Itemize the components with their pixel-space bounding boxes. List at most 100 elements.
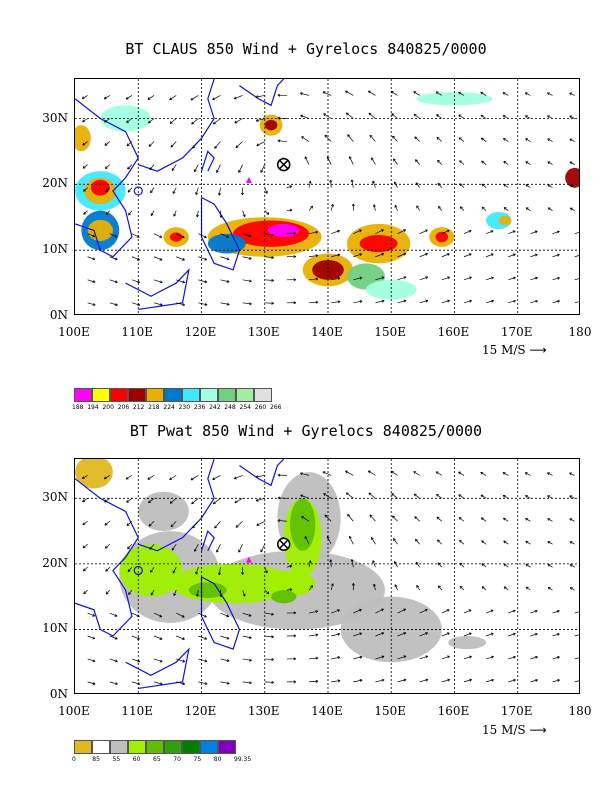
field-shading <box>75 459 487 663</box>
wind-arrow-head <box>557 656 560 659</box>
wind-arrow-head <box>271 257 274 260</box>
wind-arrow-head <box>83 188 85 192</box>
wind-arrow <box>264 256 274 259</box>
wind-arrow <box>436 494 443 499</box>
wind-arrow-head <box>308 180 311 184</box>
wind-arrow-head <box>267 211 270 215</box>
wind-arrow-head <box>502 115 505 118</box>
colorbar-label: 266 <box>270 404 282 411</box>
wind-arrow-head <box>425 609 428 612</box>
wind-arrow-head <box>249 681 252 684</box>
wind-arrow-head <box>92 304 96 306</box>
wind-arrow-head <box>271 303 274 305</box>
wind-arrow-head <box>525 563 528 567</box>
wind-arrow-head <box>381 655 385 657</box>
wind-arrow-head <box>403 608 406 612</box>
wind-arrow-head <box>569 472 572 476</box>
wind-arrow-head <box>413 471 416 474</box>
wind-arrow-head <box>104 143 107 146</box>
wind-arrow-head <box>249 613 252 617</box>
wind-arrow-head <box>513 277 516 280</box>
wind-arrow <box>570 207 575 211</box>
wind-arrow-head <box>437 182 441 185</box>
wind-arrow-head <box>115 303 118 306</box>
wind-arrow-head <box>137 304 140 307</box>
wind-arrow-head <box>481 540 483 544</box>
wind-arrow-head <box>557 254 560 257</box>
colorbar-label: 60 <box>132 756 141 763</box>
wind-arrow-head <box>103 476 106 479</box>
wind-arrow <box>308 255 318 258</box>
wind-arrow-head <box>293 256 297 259</box>
wind-arrow-head <box>330 559 333 562</box>
wind-arrow-head <box>557 276 560 279</box>
wind-arrow <box>147 95 155 100</box>
colorbar-swatch <box>74 388 92 402</box>
wind-arrow <box>353 609 362 614</box>
wind-arrow <box>530 254 538 258</box>
wind-arrow-head <box>204 659 208 662</box>
wind-arrow-head <box>277 117 281 120</box>
wind-arrow-head <box>324 514 328 516</box>
wind-arrow-head <box>83 190 86 192</box>
wind-arrow-head <box>382 656 385 659</box>
wind-arrow-head <box>359 679 363 682</box>
wind-arrow <box>173 210 177 217</box>
wind-arrow-head <box>480 472 483 475</box>
wind-arrow-head <box>82 165 85 169</box>
wind-arrow <box>346 492 354 499</box>
wind-arrow <box>264 635 274 638</box>
wind-arrow-head <box>525 541 528 544</box>
lon-tick-label: 180 <box>568 704 592 718</box>
wind-arrow-head <box>216 550 219 553</box>
wind-arrow <box>485 609 494 614</box>
wind-arrow-head <box>513 679 516 682</box>
wind-arrow-head <box>271 659 274 662</box>
wind-arrow-head <box>227 636 230 639</box>
wind-arrow <box>351 179 354 188</box>
wind-arrow-head <box>359 277 363 280</box>
wind-arrow-head <box>332 204 334 207</box>
wind-arrow <box>190 475 199 481</box>
wind-arrow-head <box>460 585 463 588</box>
wind-arrow <box>552 679 560 683</box>
wind-arrow <box>150 210 155 216</box>
wind-arrow-head <box>196 594 200 597</box>
wind-arrow-head <box>172 191 176 194</box>
wind-arrow <box>220 658 230 662</box>
colorbar-swatch <box>92 740 110 754</box>
wind-arrow-head <box>308 560 311 563</box>
wind-arrow-head <box>437 159 440 162</box>
wind-arrow <box>260 164 266 173</box>
wind-arrow-head <box>447 679 450 682</box>
wind-arrow-head <box>491 656 494 659</box>
wind-arrow-head <box>557 656 560 658</box>
wind-arrow-head <box>238 170 241 173</box>
wind-arrow <box>508 656 516 660</box>
wind-arrow-head <box>337 301 341 304</box>
wind-arrow <box>547 115 553 119</box>
wind-arrow-head <box>437 562 439 566</box>
wind-arrow-head <box>437 183 439 186</box>
wind-arrow <box>435 471 443 476</box>
wind-arrow-head <box>160 637 163 640</box>
wind-arrow-head <box>315 679 319 682</box>
wind-arrow-head <box>569 184 572 188</box>
wind-arrow-head <box>425 655 429 659</box>
wind-arrow-head <box>218 572 222 576</box>
wind-arrow-head <box>293 634 297 637</box>
wind-arrow <box>87 612 95 617</box>
wind-arrow-head <box>204 235 207 238</box>
wind-arrow-head <box>337 656 341 658</box>
wind-arrow-head <box>310 560 312 564</box>
wind-arrow-head <box>105 213 109 216</box>
wind-arrow <box>87 658 96 662</box>
wind-arrow-head <box>337 609 340 613</box>
wind-arrow-head <box>579 254 580 255</box>
wind-arrow-head <box>169 500 172 504</box>
wind-arrow-head <box>192 526 196 529</box>
wind-arrow-head <box>349 535 352 538</box>
wind-arrow <box>569 541 575 545</box>
wind-arrow <box>463 300 472 304</box>
wind-arrow-head <box>204 636 208 640</box>
